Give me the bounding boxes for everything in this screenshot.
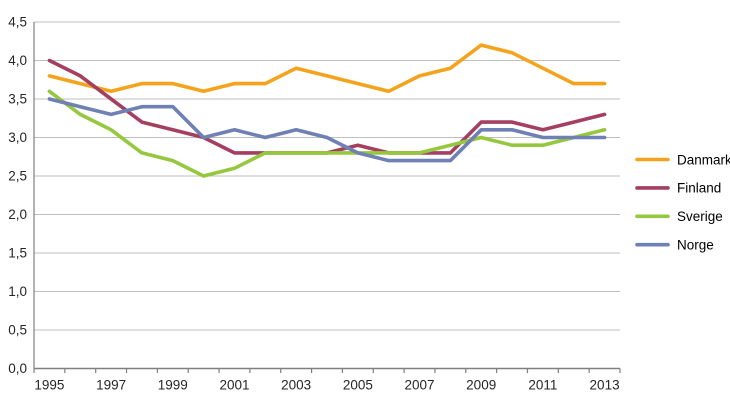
x-axis-label: 2003 [281, 378, 311, 393]
x-axis-label: 2013 [590, 378, 620, 393]
x-axis-label: 2001 [219, 378, 249, 393]
chart-legend: Danmark Finland Sverige Norge [635, 152, 730, 253]
series-line-sverige [47, 89, 607, 178]
y-axis-label: 0,5 [8, 323, 27, 338]
series-line-norge [47, 97, 607, 163]
y-axis-label: 1,5 [8, 246, 27, 261]
legend-label: Danmark [677, 152, 730, 167]
legend-item-sverige: Sverige [635, 209, 723, 224]
y-axis-label: 2,0 [8, 207, 27, 222]
x-axis-label: 2005 [343, 378, 373, 393]
x-axis-label: 2007 [405, 378, 435, 393]
x-axis-label: 1997 [96, 378, 126, 393]
legend-label: Norge [677, 238, 714, 253]
y-axis-label: 4,5 [8, 15, 27, 30]
x-axis-label: 1999 [158, 378, 188, 393]
legend-item-finland: Finland [635, 181, 721, 196]
legend-item-norge: Norge [635, 238, 714, 253]
x-axis-label: 2011 [528, 378, 557, 393]
y-axis-label: 0,0 [8, 361, 27, 376]
y-axis-label: 4,0 [8, 53, 27, 68]
legend-item-danmark: Danmark [635, 152, 730, 167]
y-axis-label: 1,0 [8, 284, 27, 299]
legend-label: Sverige [677, 209, 723, 224]
series-line-danmark [47, 43, 607, 94]
legend-label: Finland [677, 181, 721, 196]
y-axis-label: 3,0 [8, 130, 27, 145]
y-axis-label: 3,5 [8, 92, 27, 107]
x-axis-label: 1995 [34, 378, 64, 393]
x-axis-label: 2009 [466, 378, 496, 393]
y-axis-label: 2,5 [8, 169, 27, 184]
